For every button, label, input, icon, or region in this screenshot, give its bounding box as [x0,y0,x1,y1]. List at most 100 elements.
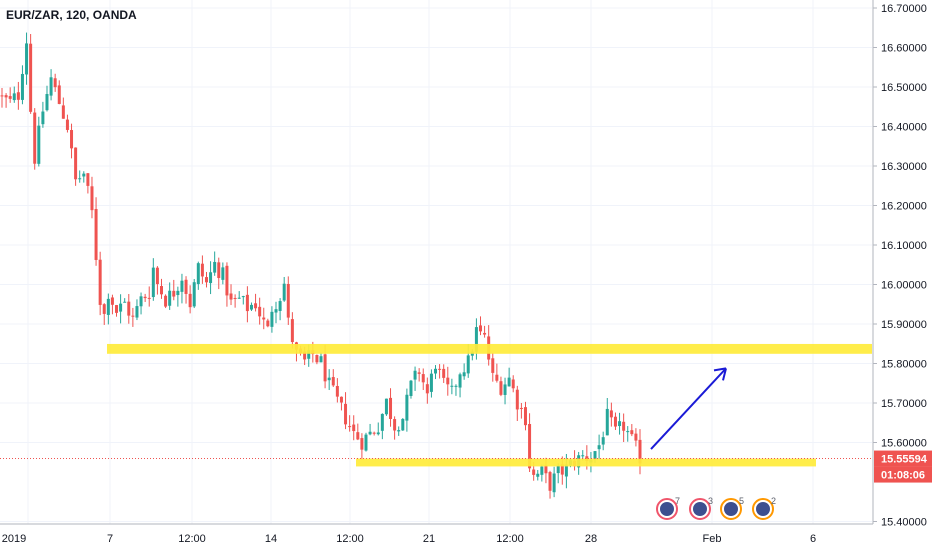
candle [462,363,466,380]
event-badge-count: 5 [739,496,744,506]
candle [495,363,499,383]
candle [196,261,200,290]
candle [20,65,24,105]
time-axis[interactable]: 2019 7 12:00 14 12:00 21 12:00 28 Feb 6 [0,523,873,545]
candle-body [155,267,159,285]
candle-body [540,466,544,475]
candle [8,87,12,103]
candle [380,413,384,440]
candle [372,431,376,436]
candle-body [86,173,90,186]
candle-body [397,430,401,432]
time-tick-label: 14 [265,533,277,545]
countdown-label: 01:08:06 [881,470,925,482]
candle-body [597,445,601,450]
event-badge[interactable]: 7 [656,496,680,520]
last-price-tag [874,450,932,467]
projection-arrow[interactable] [650,367,727,450]
candle [601,431,605,451]
candle-body [356,432,360,440]
support-zones[interactable] [107,343,872,467]
candle-body [65,119,69,130]
candle [499,376,503,397]
candle [123,298,127,303]
candle-body [389,397,393,419]
event-badges[interactable]: 7 3 5 2 [656,496,776,520]
candle-body [123,301,127,303]
candle [0,87,4,108]
candle-body [519,407,523,409]
candle-body [282,283,286,301]
candle-body [20,73,24,100]
candle [213,251,217,276]
candle [446,366,450,396]
candle [454,384,458,396]
candle [49,69,53,101]
candle [180,273,184,304]
candle [515,385,519,422]
candle [368,423,372,436]
candle-body [16,92,20,100]
candle-body [335,385,339,397]
support-zone[interactable] [356,458,816,467]
candle [434,365,438,380]
candle-body [217,262,221,279]
price-tick-label: 16.50000 [881,82,927,94]
candle-body [29,43,33,112]
price-axis[interactable]: 16.70000 16.60000 16.50000 16.40000 16.30000… [872,0,932,550]
candle-body [462,372,466,377]
time-tick-label: 12:00 [336,533,364,545]
candle [360,433,364,460]
event-badge-count: 2 [771,496,776,506]
resistance-zone[interactable] [107,343,872,354]
price-tick-label: 16.00000 [881,280,927,292]
candle-body [503,384,507,395]
candle-body [609,410,613,418]
candle [249,302,253,312]
candle-body [151,267,155,298]
candle-body [160,286,163,295]
candle-body [45,94,49,111]
candle-body [74,147,78,180]
candle [331,369,335,387]
candle [262,307,266,330]
candle-body [446,377,450,385]
candle [274,301,278,324]
candle-body [434,368,438,374]
candle-body [25,43,29,75]
candle-body [630,430,634,435]
candle [413,366,417,391]
candle-body [442,368,446,378]
candle [168,282,172,310]
candle [315,354,319,365]
candle-body [622,421,626,431]
candle [41,101,45,128]
candle [119,294,123,324]
candle [417,368,421,382]
candle-body [290,319,294,343]
candle-body [376,432,380,435]
candle [626,426,630,442]
candle [184,276,188,304]
candle-body [532,469,536,475]
candle-body [106,298,110,315]
event-badge[interactable]: 3 [689,496,713,520]
candle-body [450,385,454,387]
candle-body [523,407,527,426]
candle-body [466,355,470,374]
time-tick-label: Feb [703,533,722,545]
candle [348,415,352,432]
grid [0,0,872,524]
candle-body [188,293,192,308]
candle [90,176,94,219]
event-badge[interactable]: 5 [720,496,744,520]
candle-body [339,396,343,403]
candle-body [511,379,515,389]
candle [139,292,143,315]
candle [442,364,446,383]
candle-body [495,374,499,381]
event-badge[interactable]: 2 [752,496,776,520]
candle-body [200,263,204,277]
